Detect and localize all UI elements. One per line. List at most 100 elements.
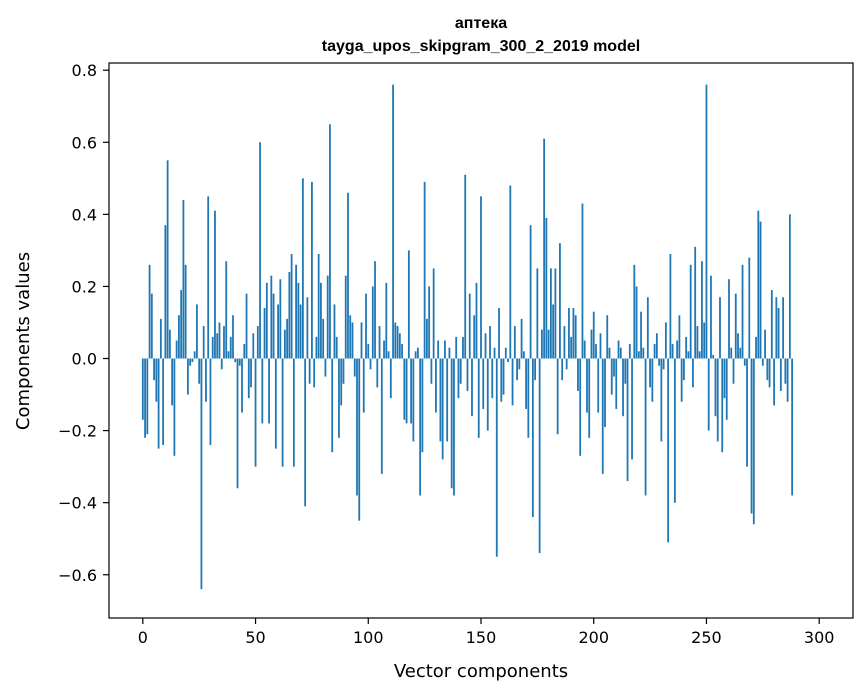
bar-212 xyxy=(619,347,622,359)
bar-164 xyxy=(511,358,514,406)
bar-210 xyxy=(615,358,618,409)
bar-247 xyxy=(698,351,701,359)
bar-287 xyxy=(788,214,791,359)
bar-122 xyxy=(416,347,419,359)
bar-137 xyxy=(450,358,453,489)
bar-254 xyxy=(714,358,717,417)
bar-146 xyxy=(471,358,473,417)
bar-13 xyxy=(171,358,174,406)
bar-114 xyxy=(398,333,401,359)
bar-205 xyxy=(604,358,606,427)
x-tick-label: 50 xyxy=(245,628,265,647)
bar-180 xyxy=(547,329,550,359)
bar-178 xyxy=(543,138,546,359)
x-tick-label: 300 xyxy=(804,628,835,647)
bar-190 xyxy=(570,336,573,359)
y-axis-ticks: −0.6 −0.4 −0.2 0.0 0.2 0.4 0.6 0.8 xyxy=(58,61,109,585)
bar-126 xyxy=(425,318,428,359)
bar-88 xyxy=(340,358,343,406)
bar-29 xyxy=(207,196,210,359)
y-tick-label: −0.2 xyxy=(58,422,97,441)
y-axis-label: Components values xyxy=(13,252,34,430)
bar-174 xyxy=(534,358,537,381)
bar-225 xyxy=(649,358,651,388)
bar-24 xyxy=(196,304,198,359)
bar-7 xyxy=(157,358,160,449)
bar-35 xyxy=(220,358,223,370)
bar-111 xyxy=(392,84,394,359)
bar-34 xyxy=(218,322,221,359)
bar-17 xyxy=(180,290,183,359)
bar-64 xyxy=(286,318,289,359)
bar-9 xyxy=(162,358,165,446)
bar-43 xyxy=(238,358,241,366)
bar-163 xyxy=(509,185,512,359)
bar-206 xyxy=(606,315,609,359)
bar-97 xyxy=(360,322,363,359)
bar-213 xyxy=(622,358,624,417)
bar-268 xyxy=(746,358,748,467)
bar-202 xyxy=(597,358,600,413)
bar-203 xyxy=(599,333,602,359)
bar-26 xyxy=(200,358,203,590)
bar-270 xyxy=(750,358,753,514)
bar-124 xyxy=(421,358,424,453)
x-tick-label: 150 xyxy=(466,628,497,647)
bar-160 xyxy=(502,358,505,395)
bar-77 xyxy=(315,336,318,359)
bar-257 xyxy=(721,358,724,453)
bar-6 xyxy=(155,358,158,402)
bar-61 xyxy=(279,279,282,359)
bar-216 xyxy=(628,344,631,359)
bar-273 xyxy=(757,210,760,359)
y-tick-label: −0.6 xyxy=(58,566,97,585)
bar-165 xyxy=(513,326,516,359)
bar-30 xyxy=(209,358,212,446)
bar-209 xyxy=(613,358,615,377)
bar-138 xyxy=(453,358,455,496)
bar-134 xyxy=(444,340,446,359)
bar-204 xyxy=(601,358,604,474)
bar-147 xyxy=(473,315,476,359)
bar-171 xyxy=(527,358,530,438)
bar-236 xyxy=(673,358,676,503)
bar-12 xyxy=(168,329,171,359)
bar-201 xyxy=(595,344,597,359)
bar-265 xyxy=(739,347,742,359)
bar-280 xyxy=(773,358,775,406)
bar-253 xyxy=(712,354,715,359)
bar-207 xyxy=(608,347,611,359)
bar-141 xyxy=(459,358,462,384)
bar-1 xyxy=(144,358,146,438)
bar-78 xyxy=(317,254,320,359)
y-tick-label: 0.2 xyxy=(72,277,97,296)
bar-51 xyxy=(256,326,259,359)
bar-196 xyxy=(583,340,586,359)
bar-59 xyxy=(274,358,277,449)
bar-76 xyxy=(313,358,316,388)
x-tick-label: 250 xyxy=(691,628,722,647)
bar-123 xyxy=(419,358,422,496)
bar-75 xyxy=(311,181,313,359)
bar-242 xyxy=(687,351,690,359)
bar-91 xyxy=(347,192,349,359)
bar-45 xyxy=(243,344,246,359)
bar-90 xyxy=(344,275,347,359)
bar-100 xyxy=(367,344,370,359)
bar-46 xyxy=(245,293,248,359)
bar-144 xyxy=(466,358,469,391)
bar-84 xyxy=(331,358,334,453)
bar-267 xyxy=(743,358,746,366)
bar-269 xyxy=(748,257,751,359)
bar-259 xyxy=(725,358,728,420)
bar-40 xyxy=(232,315,234,359)
x-tick-label: 200 xyxy=(578,628,609,647)
bar-221 xyxy=(640,311,642,359)
bar-65 xyxy=(288,272,291,359)
bar-158 xyxy=(498,308,500,359)
x-axis-ticks: 0 50 100 150 200 250 300 xyxy=(138,618,835,647)
bar-32 xyxy=(214,210,216,359)
bar-145 xyxy=(468,293,471,359)
bar-20 xyxy=(187,358,189,395)
bar-195 xyxy=(581,203,584,359)
